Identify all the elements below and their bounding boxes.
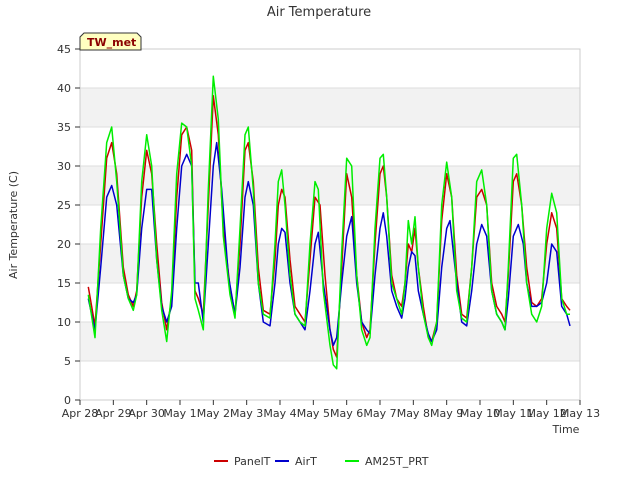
legend-label-am25t-prt: AM25T_PRT xyxy=(365,455,429,468)
y-tick-label: 40 xyxy=(57,82,71,95)
plot-band xyxy=(80,127,580,166)
y-tick-label: 25 xyxy=(57,199,71,212)
x-tick-label: May 6 xyxy=(330,407,363,420)
x-tick-label: May 7 xyxy=(363,407,396,420)
legend-label-panelt: PanelT xyxy=(234,455,271,468)
chart-title: Air Temperature xyxy=(267,5,371,20)
x-tick-label: May 12 xyxy=(527,407,567,420)
y-tick-label: 30 xyxy=(57,160,71,173)
x-tick-label: Apr 29 xyxy=(95,407,132,420)
x-axis-label: Time xyxy=(552,423,580,436)
plot-band xyxy=(80,49,580,88)
station-tag-text: TW_met xyxy=(87,36,136,49)
plot-band xyxy=(80,244,580,283)
series-lines xyxy=(87,75,571,370)
x-tick-label: May 1 xyxy=(163,407,196,420)
station-tag-box xyxy=(79,32,142,51)
plot-frame xyxy=(79,48,581,401)
x-tick-label: Apr 28 xyxy=(62,407,99,420)
plot-band xyxy=(80,166,580,205)
y-tick-label: 35 xyxy=(57,121,71,134)
series-line-am25t-prt xyxy=(87,75,570,370)
plot-background xyxy=(80,49,580,400)
y-axis-ticks: 0 5 10 15 20 25 30 35 40 45 xyxy=(57,43,80,407)
x-tick-label: May 2 xyxy=(197,407,230,420)
y-tick-label: 5 xyxy=(64,355,71,368)
x-tick-label: May 11 xyxy=(493,407,533,420)
y-axis-label: Air Temperature (C) xyxy=(7,171,20,279)
y-tick-label: 10 xyxy=(57,316,71,329)
plot-band xyxy=(80,361,580,400)
y-tick-label: 45 xyxy=(57,43,71,56)
x-tick-label: May 8 xyxy=(397,407,430,420)
legend: PanelT AirT AM25T_PRT xyxy=(214,455,429,468)
y-tick-label: 0 xyxy=(64,394,71,407)
x-tick-label: Apr 30 xyxy=(128,407,165,420)
plot-band xyxy=(80,205,580,244)
x-tick-label: May 10 xyxy=(460,407,500,420)
plot-band xyxy=(80,88,580,127)
x-tick-label: May 9 xyxy=(430,407,463,420)
x-tick-label: May 3 xyxy=(230,407,263,420)
y-tick-label: 15 xyxy=(57,277,71,290)
x-tick-label: May 4 xyxy=(263,407,296,420)
station-tag: TW_met xyxy=(79,32,142,51)
legend-label-airt: AirT xyxy=(295,455,317,468)
x-tick-label: May 5 xyxy=(297,407,330,420)
x-tick-label: May 13 xyxy=(560,407,600,420)
y-tick-label: 20 xyxy=(57,238,71,251)
